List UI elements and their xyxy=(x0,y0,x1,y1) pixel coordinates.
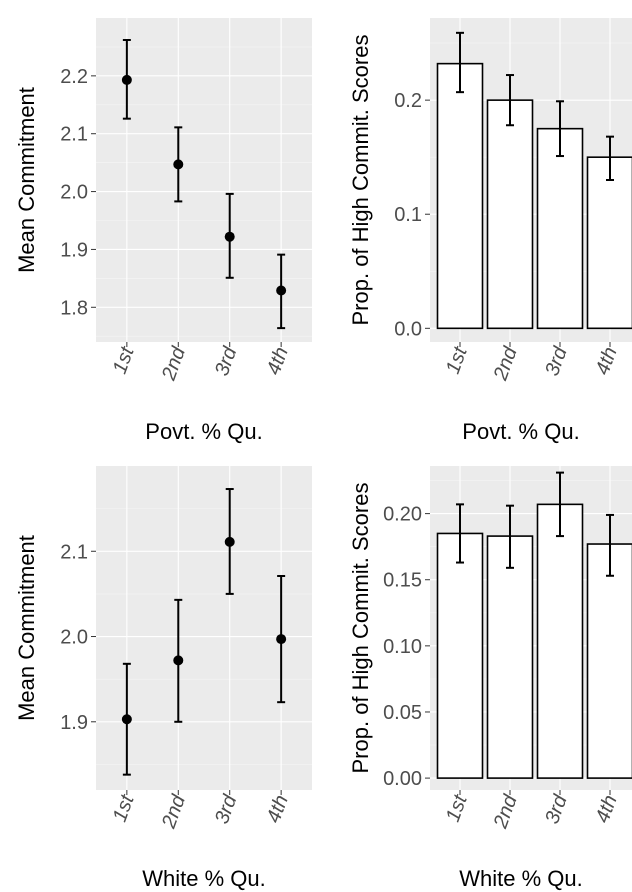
y-tick-label: 2.1 xyxy=(60,541,88,563)
x-tick-label: 4th xyxy=(592,792,622,826)
data-point xyxy=(276,634,287,645)
x-axis-title: White % Qu. xyxy=(142,866,265,891)
data-point xyxy=(121,74,132,85)
panel-3: 1.9 2.0 2.1 1st 2nd 3rd 4th White % Qu. Mean Com… xyxy=(14,466,312,891)
panel-2: 0.0 0.1 0.2 1st 2nd 3rd 4th Povt. % Qu. Prop. of… xyxy=(348,18,632,444)
x-tick-label: 3rd xyxy=(541,343,572,379)
x-tick-label: 4th xyxy=(263,792,293,826)
y-axis-title: Mean Commitment xyxy=(14,535,39,721)
x-tick-label: 2nd xyxy=(489,791,522,832)
bar xyxy=(536,127,584,330)
x-tick-label: 3rd xyxy=(211,343,242,379)
y-tick-label: 0.10 xyxy=(383,636,422,658)
data-point xyxy=(173,655,184,666)
data-point xyxy=(173,159,184,170)
panel-4: 0.00 0.05 0.10 0.15 0.20 1st 2nd 3rd 4th White % … xyxy=(348,466,632,891)
x-tick-label: 4th xyxy=(592,344,622,378)
x-tick-label: 2nd xyxy=(158,791,191,832)
y-tick-label: 2.0 xyxy=(60,182,88,204)
y-tick-label: 1.8 xyxy=(60,297,88,319)
x-tick-label: 3rd xyxy=(541,791,572,827)
y-tick-label: 1.9 xyxy=(60,239,88,261)
y-tick-label: 0.1 xyxy=(394,204,422,226)
panel-1: 1.8 1.9 2.0 2.1 2.2 1st 2nd 3rd 4th Povt. % Qu. Me… xyxy=(14,18,312,444)
panel-background xyxy=(96,466,312,790)
x-axis-title: Povt. % Qu. xyxy=(145,419,262,444)
y-tick-label: 0.05 xyxy=(383,702,422,724)
data-point xyxy=(121,714,132,725)
panel-background xyxy=(96,18,312,342)
x-tick-label: 3rd xyxy=(211,791,242,827)
x-tick-label: 1st xyxy=(109,343,139,377)
x-tick-label: 2nd xyxy=(158,343,191,384)
y-tick-label: 0.20 xyxy=(383,504,422,526)
y-tick-label: 2.1 xyxy=(60,124,88,146)
x-tick-label: 4th xyxy=(263,344,293,378)
bar xyxy=(436,532,484,779)
data-point xyxy=(276,285,287,296)
x-tick-label: 1st xyxy=(442,791,472,825)
y-axis-title: Prop. of High Commit. Scores xyxy=(348,483,373,774)
y-tick-label: 2.0 xyxy=(60,627,88,649)
y-axis-title: Mean Commitment xyxy=(14,87,39,273)
bar xyxy=(586,156,632,330)
y-tick-label: 1.9 xyxy=(60,712,88,734)
bar xyxy=(486,535,534,779)
data-point xyxy=(224,536,235,547)
bar xyxy=(536,503,584,779)
data-point xyxy=(224,231,235,242)
x-tick-label: 2nd xyxy=(489,343,522,384)
y-tick-label: 0.00 xyxy=(383,768,422,790)
bar xyxy=(586,543,632,779)
x-axis-title: White % Qu. xyxy=(459,866,582,891)
y-tick-label: 0.0 xyxy=(394,318,422,340)
y-axis-title: Prop. of High Commit. Scores xyxy=(348,35,373,326)
y-tick-label: 2.2 xyxy=(60,66,88,88)
x-tick-label: 1st xyxy=(109,791,139,825)
y-tick-label: 0.15 xyxy=(383,570,422,592)
bar xyxy=(436,62,484,330)
y-tick-label: 0.2 xyxy=(394,90,422,112)
bar xyxy=(486,99,534,330)
x-axis-title: Povt. % Qu. xyxy=(462,419,579,444)
x-tick-label: 1st xyxy=(442,343,472,377)
